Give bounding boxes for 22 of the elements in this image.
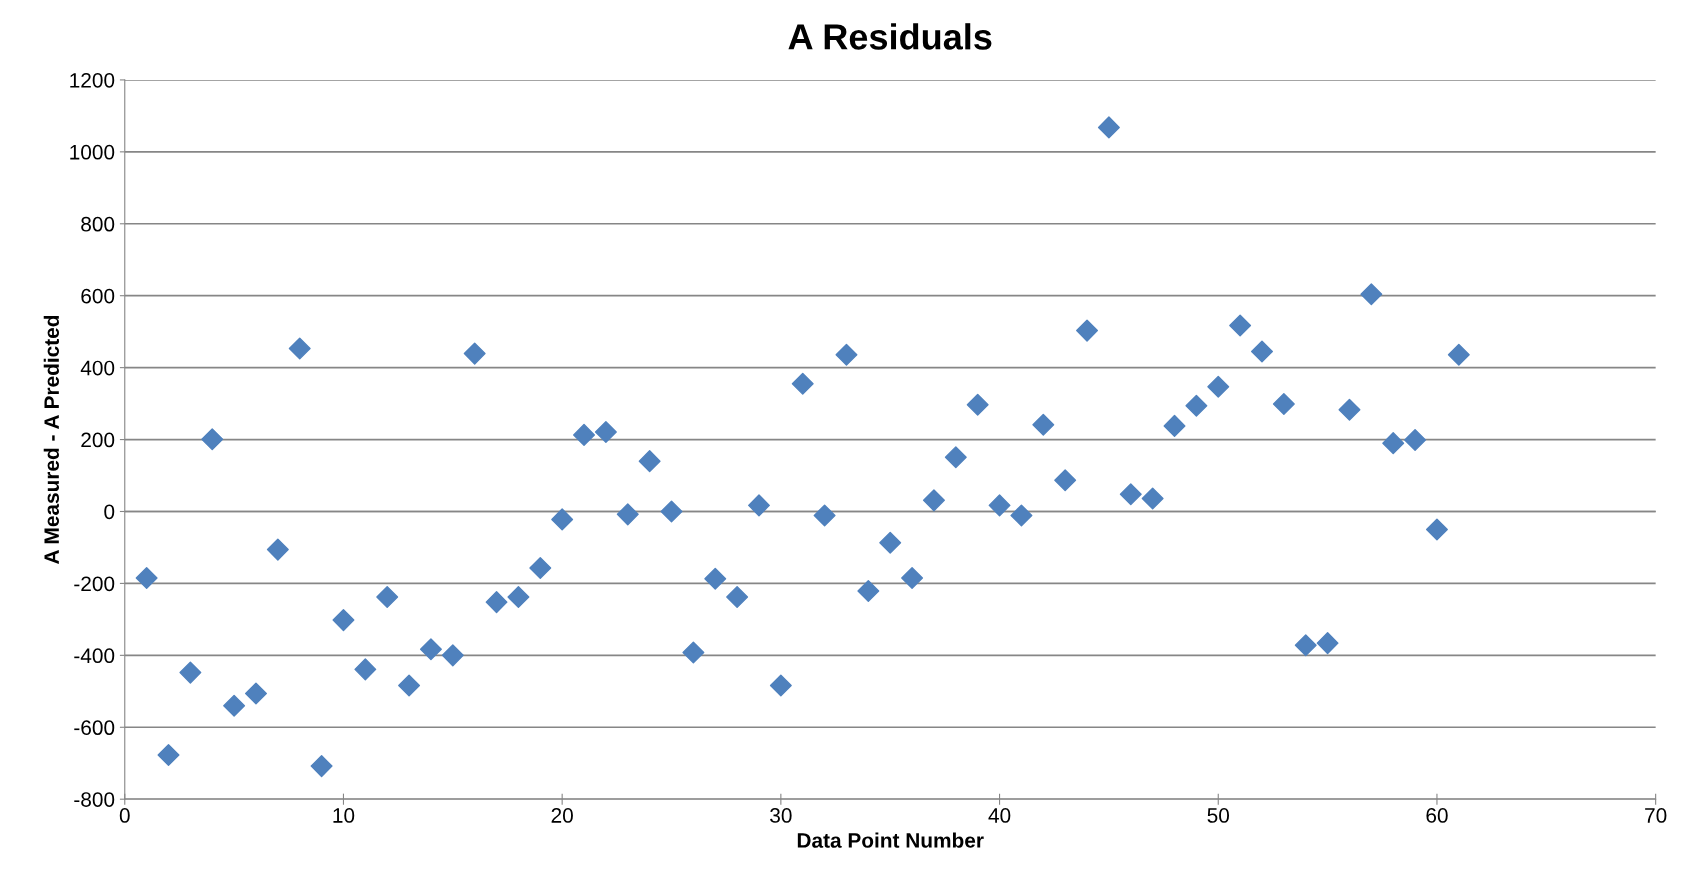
- x-tick-label: 0: [119, 808, 130, 823]
- y-tick-label: 1000: [70, 144, 115, 160]
- chart-title: A Residuals: [788, 23, 992, 50]
- y-axis-title: A Measured - A Predicted: [43, 315, 60, 565]
- y-tick-label: 200: [81, 432, 115, 448]
- x-tick-label: 50: [1207, 808, 1230, 823]
- y-tick-label: -400: [74, 648, 115, 664]
- y-tick-label: 1200: [70, 72, 115, 88]
- y-tick-label: -200: [74, 576, 115, 592]
- y-tick-label: 400: [80, 360, 115, 376]
- x-tick-label: 20: [551, 808, 573, 823]
- x-tick-label: 30: [770, 808, 792, 823]
- y-tick-label: 600: [81, 288, 115, 304]
- y-tick-label: 800: [81, 216, 115, 232]
- x-axis-title: Data Point Number: [797, 832, 984, 848]
- x-tick-label: 40: [988, 808, 1011, 823]
- y-tick-label: -600: [74, 720, 115, 736]
- y-tick-label: -800: [74, 792, 115, 807]
- x-tick-label: 70: [1645, 808, 1667, 823]
- x-tick-label: 10: [333, 808, 355, 823]
- y-tick-label: 0: [104, 504, 115, 520]
- x-tick-label: 60: [1426, 808, 1448, 823]
